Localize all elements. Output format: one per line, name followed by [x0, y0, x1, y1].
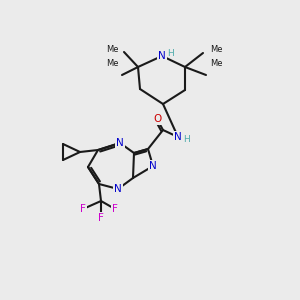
Text: N: N	[114, 184, 122, 194]
Text: N: N	[174, 132, 182, 142]
Text: F: F	[112, 204, 118, 214]
Text: Me: Me	[210, 59, 223, 68]
Text: O: O	[153, 114, 161, 124]
Text: H: H	[183, 136, 190, 145]
Text: N: N	[116, 138, 124, 148]
Text: N: N	[149, 161, 157, 171]
Text: Me: Me	[210, 46, 223, 55]
Text: N: N	[158, 51, 166, 61]
Text: Me: Me	[106, 46, 119, 55]
Text: F: F	[80, 204, 86, 214]
Text: H: H	[167, 50, 174, 58]
Text: F: F	[98, 213, 104, 223]
Text: Me: Me	[106, 59, 119, 68]
